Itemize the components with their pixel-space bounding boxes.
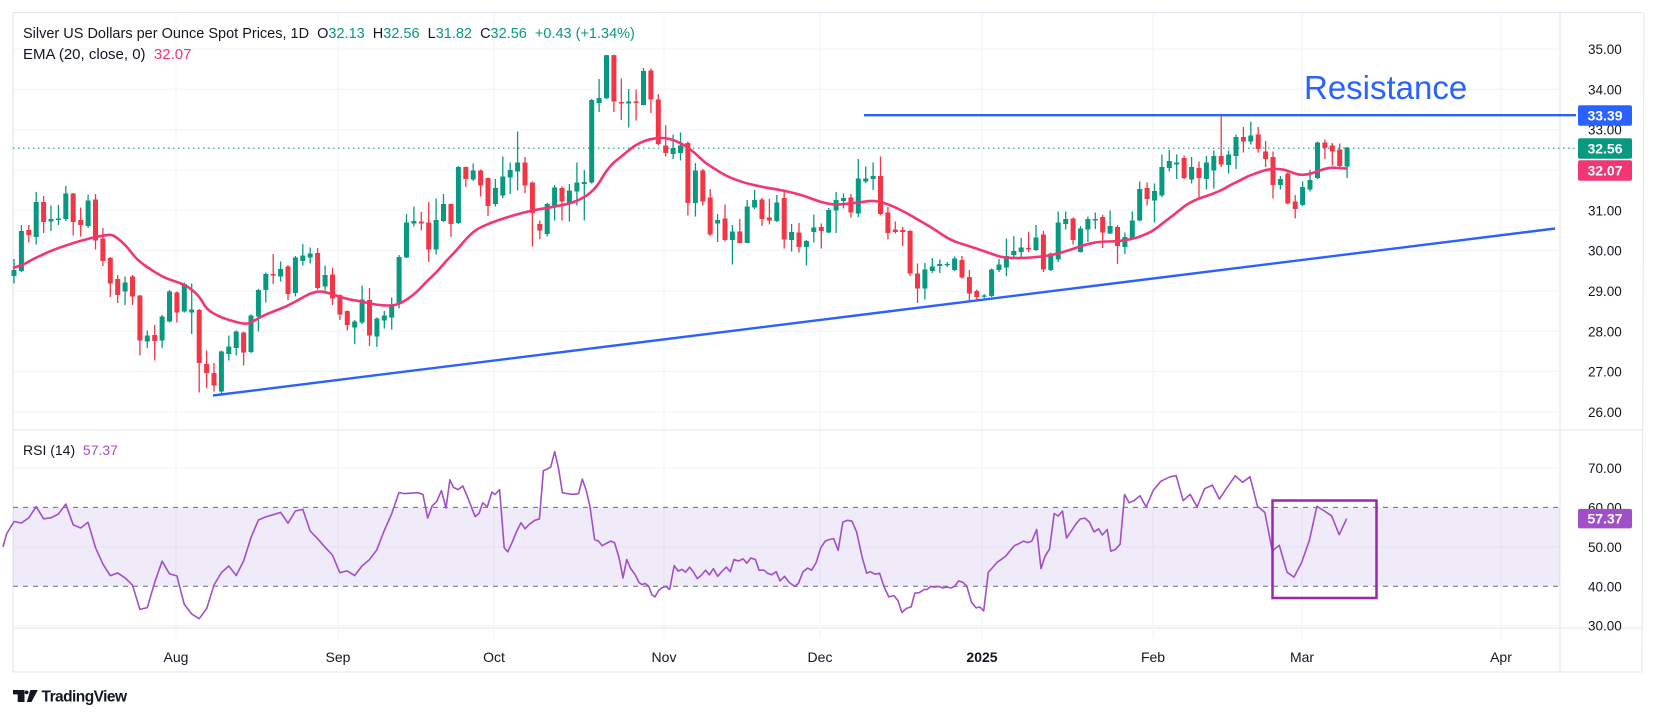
- svg-text:40.00: 40.00: [1588, 579, 1622, 594]
- svg-text:Dec: Dec: [808, 649, 833, 665]
- svg-text:70.00: 70.00: [1588, 461, 1622, 476]
- svg-text:57.37: 57.37: [1587, 511, 1622, 527]
- svg-text:EMA (20, close, 0) 32.07: EMA (20, close, 0) 32.07: [23, 46, 191, 63]
- svg-text:30.00: 30.00: [1588, 244, 1622, 259]
- svg-text:Apr: Apr: [1490, 649, 1512, 665]
- svg-text:33.00: 33.00: [1588, 123, 1622, 138]
- svg-text:31.00: 31.00: [1588, 203, 1622, 218]
- svg-text:50.00: 50.00: [1588, 540, 1622, 555]
- svg-text:2025: 2025: [966, 649, 997, 665]
- svg-text:26.00: 26.00: [1588, 405, 1622, 420]
- svg-text:Nov: Nov: [652, 649, 677, 665]
- svg-text:34.00: 34.00: [1588, 82, 1622, 97]
- svg-text:32.56: 32.56: [1587, 140, 1622, 156]
- svg-text:33.39: 33.39: [1587, 107, 1622, 123]
- svg-text:32.07: 32.07: [1587, 163, 1622, 179]
- svg-text:Resistance: Resistance: [1304, 69, 1467, 106]
- svg-text:29.00: 29.00: [1588, 284, 1622, 299]
- svg-text:Feb: Feb: [1141, 649, 1165, 665]
- svg-text:Oct: Oct: [483, 649, 505, 665]
- svg-text:Sep: Sep: [326, 649, 351, 665]
- svg-text:30.00: 30.00: [1588, 619, 1622, 634]
- svg-text:Silver US Dollars per Ounce Sp: Silver US Dollars per Ounce Spot Prices,…: [23, 26, 635, 42]
- svg-text:28.00: 28.00: [1588, 324, 1622, 339]
- svg-text:Aug: Aug: [164, 649, 189, 665]
- svg-text:Mar: Mar: [1290, 649, 1314, 665]
- svg-text:27.00: 27.00: [1588, 365, 1622, 380]
- svg-text:RSI (14) 57.37: RSI (14) 57.37: [23, 442, 118, 458]
- svg-text:TradingView: TradingView: [42, 689, 128, 706]
- svg-text:35.00: 35.00: [1588, 42, 1622, 57]
